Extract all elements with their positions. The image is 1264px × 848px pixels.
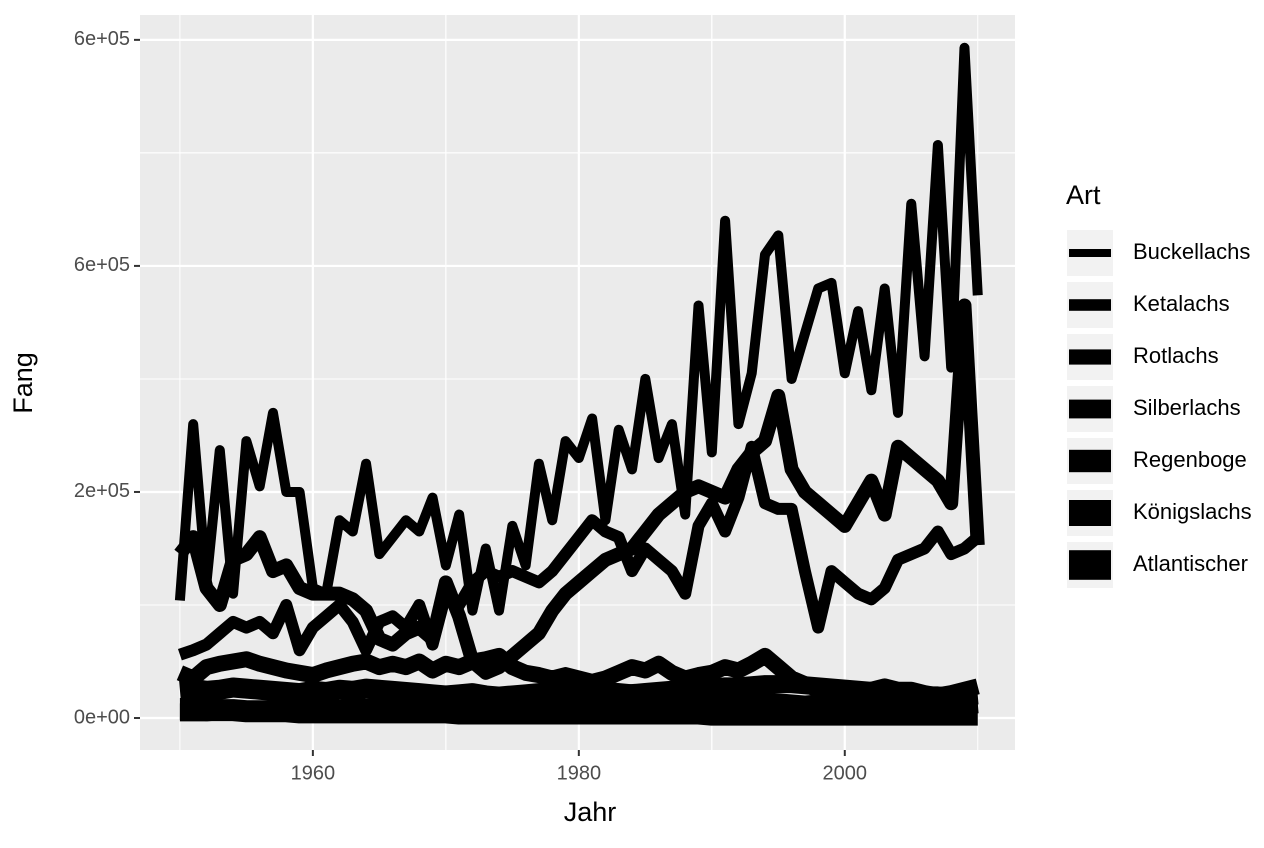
y-tick-label: 6e+05	[74, 254, 130, 276]
y-tick-label: 0e+00	[74, 706, 130, 728]
legend-key	[1069, 249, 1111, 257]
legend-key	[1069, 299, 1111, 311]
x-tick-label: 1960	[291, 762, 336, 784]
y-tick-label: 2e+05	[74, 480, 130, 502]
legend-label: Atlantischer	[1133, 551, 1248, 576]
legend-label: Regenboge	[1133, 447, 1247, 472]
x-axis-title: Jahr	[564, 797, 617, 827]
series-line	[174, 298, 985, 680]
panel	[140, 15, 1015, 750]
series-line	[179, 677, 979, 716]
legend-key	[1069, 500, 1111, 526]
x-tick-label: 2000	[823, 762, 868, 784]
x-tick-label: 1980	[557, 762, 602, 784]
legend-label: Silberlachs	[1133, 395, 1241, 420]
legend-label: Königslachs	[1133, 499, 1252, 524]
legend-label: Ketalachs	[1133, 291, 1230, 316]
legend-label: Buckellachs	[1133, 239, 1250, 264]
series-line	[179, 697, 978, 726]
legend-key	[1069, 550, 1111, 580]
legend-title: Art	[1066, 180, 1101, 210]
series-line	[177, 440, 982, 661]
legend-key	[1069, 449, 1111, 473]
y-tick-label: 6e+05	[74, 28, 130, 50]
legend-label: Rotlachs	[1133, 343, 1219, 368]
legend-key	[1069, 399, 1111, 419]
y-axis-title: Fang	[8, 352, 38, 414]
legend-key	[1069, 349, 1111, 365]
